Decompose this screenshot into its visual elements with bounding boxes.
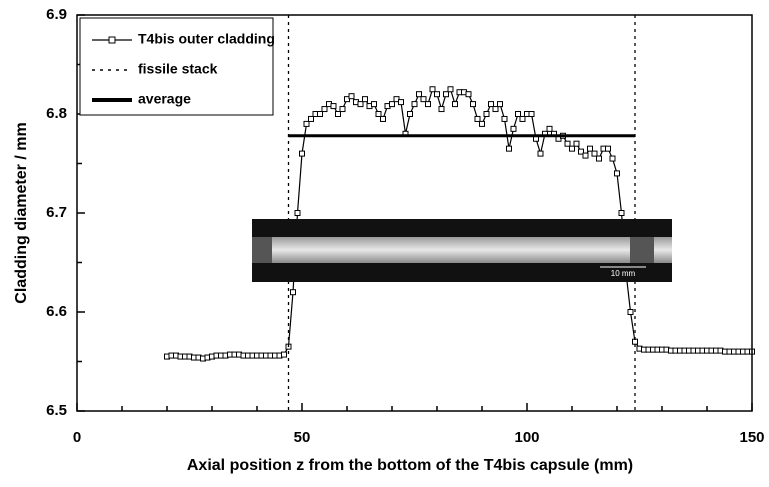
data-point bbox=[420, 96, 427, 103]
data-point bbox=[294, 210, 301, 216]
data-point bbox=[339, 106, 346, 113]
data-point bbox=[627, 309, 634, 315]
x-axis-label: Axial position z from the bottom of the … bbox=[187, 457, 633, 474]
data-point bbox=[362, 96, 368, 103]
data-point bbox=[321, 106, 328, 113]
data-point bbox=[335, 111, 341, 117]
data-point bbox=[515, 111, 521, 117]
data-point bbox=[317, 111, 323, 117]
x-tick-label: 0 bbox=[73, 429, 81, 446]
data-point bbox=[452, 101, 458, 108]
data-point bbox=[573, 140, 580, 147]
data-point bbox=[299, 150, 305, 157]
data-point bbox=[348, 93, 355, 100]
data-point bbox=[609, 155, 616, 162]
x-tick-label: 50 bbox=[294, 429, 311, 446]
data-point bbox=[497, 101, 503, 108]
legend-label: average bbox=[138, 91, 191, 107]
plot-frame bbox=[76, 14, 753, 412]
data-point bbox=[371, 101, 377, 108]
y-tick-label: 6.8 bbox=[46, 105, 67, 122]
data-point bbox=[528, 111, 535, 117]
data-point bbox=[429, 86, 436, 93]
data-point bbox=[411, 101, 418, 108]
y-tick-label: 6.7 bbox=[46, 204, 67, 221]
data-point bbox=[483, 111, 490, 117]
y-axis-label: Cladding diameter / mm bbox=[13, 122, 30, 303]
data-point bbox=[447, 86, 454, 93]
data-point bbox=[578, 148, 584, 155]
data-point bbox=[290, 289, 296, 296]
data-point bbox=[488, 101, 494, 108]
legend-label: fissile stack bbox=[138, 61, 218, 77]
data-point bbox=[407, 111, 413, 117]
data-point bbox=[479, 120, 485, 127]
data-point bbox=[330, 103, 337, 110]
data-point bbox=[470, 101, 476, 108]
data-point bbox=[425, 101, 431, 108]
data-point bbox=[501, 115, 508, 122]
x-tick-label: 100 bbox=[514, 429, 539, 446]
data-point bbox=[587, 145, 593, 152]
data-point bbox=[434, 91, 440, 98]
data-point bbox=[618, 210, 625, 216]
data-point bbox=[537, 150, 544, 157]
data-point bbox=[380, 115, 386, 122]
data-point bbox=[596, 155, 602, 162]
data-point bbox=[438, 106, 445, 113]
data-point bbox=[357, 101, 364, 108]
inset-photo: 10 mm bbox=[252, 219, 672, 282]
y-tick-label: 6.5 bbox=[46, 402, 67, 419]
data-point bbox=[375, 111, 382, 117]
data-point bbox=[605, 145, 611, 152]
x-tick-label: 150 bbox=[739, 429, 764, 446]
data-point bbox=[519, 115, 526, 122]
data-point bbox=[591, 150, 598, 157]
data-point bbox=[546, 125, 553, 132]
data-point bbox=[281, 351, 287, 358]
legend-marker bbox=[108, 36, 116, 44]
data-point bbox=[398, 99, 404, 106]
data-point bbox=[614, 170, 620, 177]
data-point bbox=[303, 120, 310, 127]
legend-label: T4bis outer cladding bbox=[138, 31, 275, 47]
data-point bbox=[506, 145, 512, 152]
data-point bbox=[465, 91, 472, 98]
data-point bbox=[492, 106, 499, 113]
data-point bbox=[389, 101, 395, 108]
data-point bbox=[510, 125, 517, 132]
data-point bbox=[569, 145, 575, 152]
data-point bbox=[564, 140, 571, 147]
data-point bbox=[582, 152, 589, 159]
data-point bbox=[474, 115, 481, 122]
data-point bbox=[443, 91, 449, 98]
data-point bbox=[308, 115, 314, 122]
data-point bbox=[416, 91, 422, 98]
y-tick-label: 6.9 bbox=[46, 6, 67, 23]
y-tick-label: 6.6 bbox=[46, 303, 67, 320]
inset-label: 10 mm bbox=[611, 269, 636, 278]
